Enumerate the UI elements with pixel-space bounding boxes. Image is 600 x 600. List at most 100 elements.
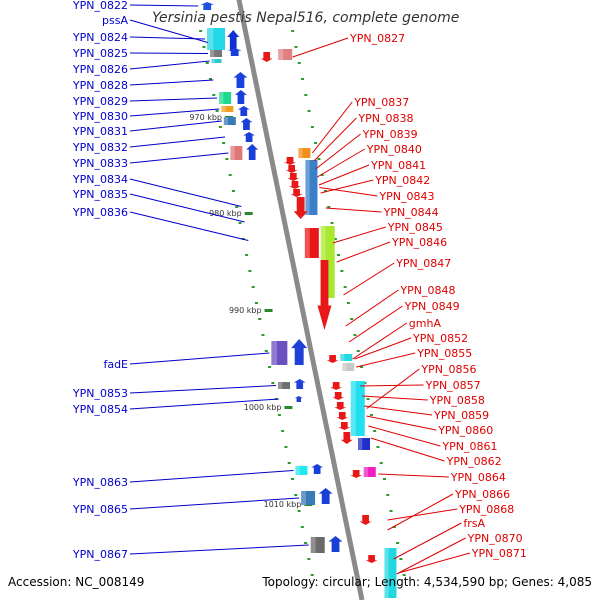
gene-arrow	[234, 90, 247, 104]
ruler-dot	[297, 510, 301, 512]
gene-label-ypn_0855: YPN_0855	[416, 347, 472, 360]
gene-label-ypn_0842: YPN_0842	[374, 174, 430, 187]
ruler-dot	[353, 334, 357, 336]
genome-title: Yersinia pestis Nepal516, complete genom…	[152, 10, 459, 26]
ruler-dot	[251, 286, 255, 288]
label-leader-line	[378, 473, 449, 478]
ruler-dot	[360, 366, 364, 368]
label-leader-line	[129, 108, 220, 117]
gene-box-shade	[342, 363, 347, 371]
label-leader-line	[129, 398, 279, 410]
label-leader-line	[129, 4, 199, 7]
label-leader-line	[129, 470, 294, 483]
gene-label-ypn_0864: YPN_0864	[450, 471, 506, 484]
gene-label-ypn_0824: YPN_0824	[72, 31, 128, 44]
gene-arrow	[318, 488, 333, 504]
tick-mark	[244, 212, 253, 215]
negative-strand-features	[200, 2, 343, 553]
gene-box	[363, 467, 376, 477]
gene-label-ypn_0829: YPN_0829	[72, 95, 128, 108]
ruler-dot	[327, 206, 331, 208]
label-leader-line	[366, 368, 420, 409]
tick-mark	[264, 309, 273, 312]
label-leader-line	[332, 226, 386, 244]
gene-box	[219, 92, 232, 104]
ruler-dot	[300, 526, 304, 528]
ruler-dot	[376, 446, 380, 448]
gene-arrow	[237, 106, 250, 116]
gene-label-ypn_0852: YPN_0852	[412, 332, 468, 345]
ruler-dot	[373, 430, 377, 432]
gene-box	[278, 49, 293, 60]
ruler-dot	[245, 254, 249, 256]
gene-box	[298, 148, 311, 158]
gene-arrow	[227, 48, 242, 56]
ruler-dot	[333, 238, 337, 240]
ruler-dot	[277, 414, 281, 416]
gene-label-ypn_0843: YPN_0843	[378, 190, 434, 203]
label-leader-line	[352, 322, 408, 360]
ruler-dot	[337, 254, 341, 256]
label-leader-line	[356, 352, 416, 368]
ruler-dot	[271, 382, 275, 384]
gene-box-shade	[207, 28, 214, 50]
ruler-dot	[307, 110, 311, 112]
ruler-dot	[379, 462, 383, 464]
gene-label-ypn_0830: YPN_0830	[72, 110, 128, 123]
label-leader-line	[313, 117, 357, 162]
gene-label-ypn_0845: YPN_0845	[387, 221, 443, 234]
gene-arrow	[317, 260, 332, 330]
gene-label-ypn_0848: YPN_0848	[399, 284, 455, 297]
gene-label-ypn_0871: YPN_0871	[471, 547, 527, 560]
gene-label-ypn_0825: YPN_0825	[72, 47, 128, 60]
gene-box-shade	[219, 92, 224, 104]
label-leader-line	[362, 395, 428, 401]
gene-arrow	[285, 165, 298, 173]
gene-label-gmha: gmhA	[409, 317, 442, 330]
ruler-dot	[218, 126, 222, 128]
accession-text: Accession: NC_008149	[8, 575, 144, 589]
gene-box-shade	[295, 466, 300, 475]
label-leader-line	[319, 187, 378, 197]
label-leader-line	[129, 97, 218, 102]
gene-box	[223, 117, 236, 125]
label-leader-line	[387, 493, 454, 531]
ruler-dot	[254, 302, 258, 304]
gene-label-ypn_0831: YPN_0831	[72, 125, 128, 138]
gene-label-ypn_0860: YPN_0860	[437, 424, 493, 437]
gene-box-shade	[221, 106, 226, 112]
gene-label-frsa: frsA	[463, 517, 485, 530]
tick-marks: 970 kbp 980 kbp 990 kbp 1000 kbp 1010 kbp	[189, 113, 313, 509]
ruler-dot	[287, 462, 291, 464]
label-leader-line	[354, 337, 412, 360]
ruler-dot	[314, 142, 318, 144]
gene-ruler-dots	[199, 30, 406, 576]
ruler-dot	[268, 366, 272, 368]
label-leader-line	[129, 60, 210, 70]
gene-label-ypn_0868: YPN_0868	[458, 503, 514, 516]
gene-label-ypn_0856: YPN_0856	[420, 363, 476, 376]
tick-label: 1000 kbp	[244, 403, 282, 412]
gene-label-ypn_0839: YPN_0839	[362, 128, 418, 141]
label-leader-line	[366, 415, 437, 431]
ruler-dot	[301, 78, 305, 80]
label-leader-line	[129, 79, 214, 86]
label-leader-line	[325, 207, 382, 213]
gene-box	[310, 537, 325, 553]
gene-label-ypn_0827: YPN_0827	[349, 32, 405, 45]
gene-box	[358, 438, 371, 450]
label-leader-line	[360, 384, 424, 387]
ruler-dot	[307, 558, 311, 560]
ruler-dot	[238, 222, 242, 224]
ruler-dot	[261, 334, 265, 336]
positive-strand-features	[260, 49, 397, 598]
tick-label: 980 kbp	[209, 209, 242, 218]
ruler-dot	[366, 398, 370, 400]
gene-arrow	[326, 355, 339, 363]
gene-label-ypn_0828: YPN_0828	[72, 79, 128, 92]
gene-box-shade	[278, 49, 284, 60]
gene-label-ypn_0834: YPN_0834	[72, 173, 128, 186]
gene-arrow	[288, 181, 301, 189]
ruler-dot	[205, 62, 209, 64]
label-leader-line	[398, 552, 470, 574]
